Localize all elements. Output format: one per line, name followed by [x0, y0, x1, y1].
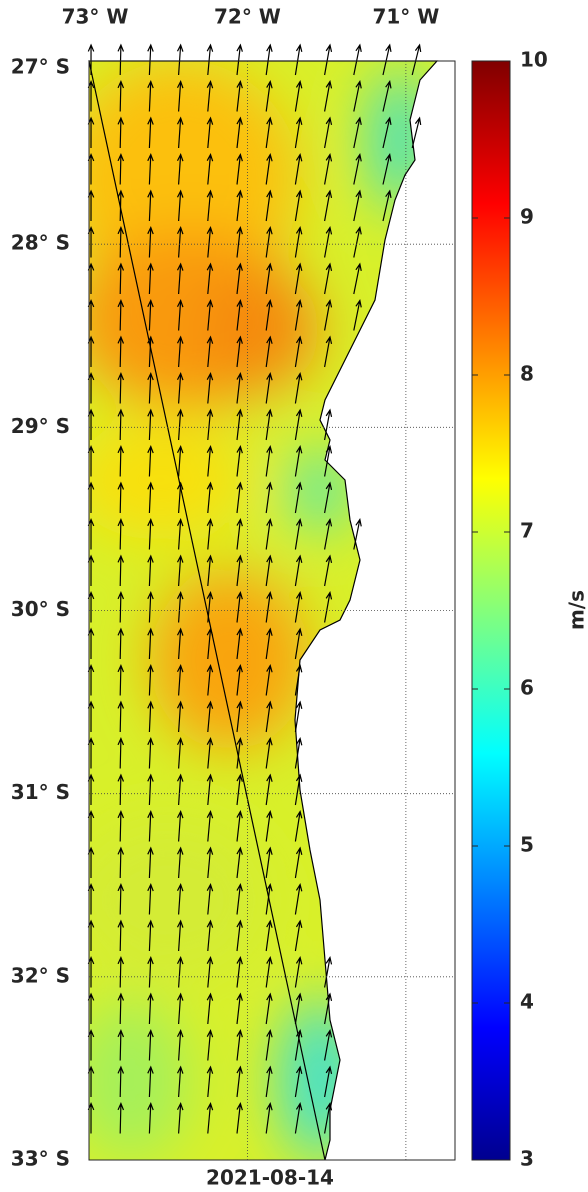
lon-tick-label: 73° W	[62, 5, 129, 29]
colorbar	[472, 61, 510, 1160]
colorbar-tick-label: 7	[520, 519, 534, 543]
date-label: 2021-08-14	[206, 1166, 334, 1189]
colorbar-tick-label: 5	[520, 833, 534, 857]
lat-tick-label: 28° S	[11, 231, 70, 255]
colorbar-tick-label: 10	[520, 48, 548, 72]
lon-tick-label: 71° W	[372, 5, 439, 29]
wind-arrow	[412, 118, 420, 148]
lat-tick-label: 32° S	[11, 963, 70, 987]
colorbar-tick-label: 4	[520, 990, 534, 1014]
colorbar-tick-label: 8	[520, 362, 534, 386]
lat-tick-label: 31° S	[11, 780, 70, 804]
lon-tick-label: 72° W	[214, 5, 281, 29]
colorbar-tick-label: 9	[520, 205, 534, 229]
wind-arrow	[354, 520, 361, 550]
wind-field	[60, 60, 455, 1160]
colorbar-tick-label: 6	[520, 676, 534, 700]
lat-tick-label: 29° S	[11, 414, 70, 438]
lat-tick-label: 33° S	[11, 1147, 70, 1171]
lat-tick-label: 30° S	[11, 597, 70, 621]
colorbar-tick-label: 3	[520, 1147, 534, 1171]
lat-tick-label: 27° S	[11, 55, 70, 79]
colorbar-label: m/s	[565, 590, 588, 630]
